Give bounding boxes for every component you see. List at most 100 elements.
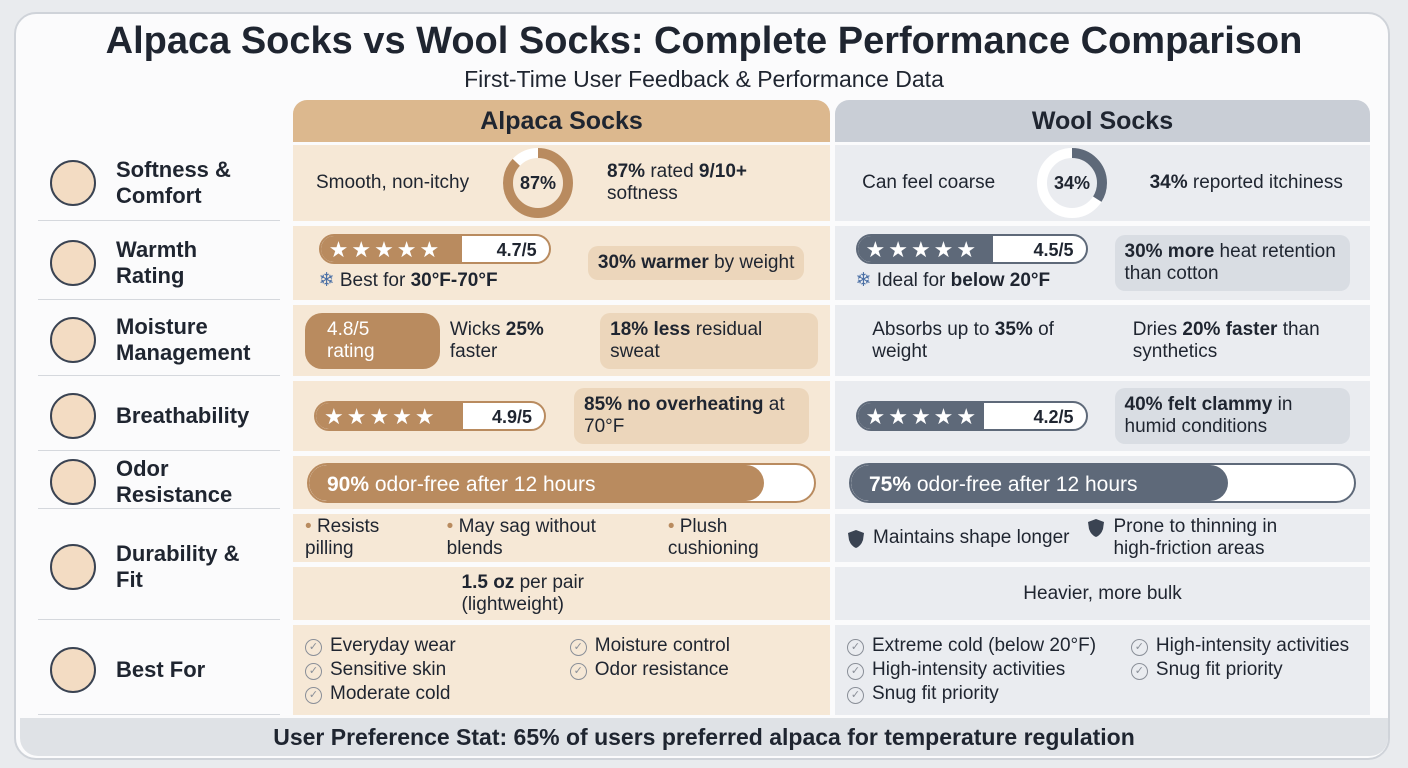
rating: ★★★★★ 4.9/5 (314, 401, 546, 431)
row-label-text: Softness & Comfort (116, 156, 231, 208)
callout: 85% no overheating at 70°F (574, 388, 809, 444)
rating-label: 4.7/5 (496, 240, 537, 260)
cell: 90% odor-free after 12 hours (293, 456, 830, 509)
text-part: 30% warmer (597, 252, 709, 273)
ring: 34% (1037, 148, 1108, 218)
text-part: softness (607, 183, 678, 204)
odor-bar: 75% odor-free after 12 hours (849, 462, 1356, 503)
text-part: Smooth, non-itchy (315, 172, 470, 193)
text-part: 40% felt clammy (1124, 394, 1273, 415)
text-part: 90% (327, 472, 370, 496)
text-part: 18% less (610, 318, 691, 340)
text-part: 85% no overheating (584, 394, 764, 415)
row-icon (50, 646, 96, 693)
icon-shape (50, 646, 96, 693)
text-part: 30% more (1124, 241, 1215, 262)
text: Absorbs up to 35% of weight (872, 319, 1072, 363)
text-part: at 70°F (584, 394, 785, 437)
cell: Absorbs up to 35% of weight Dries 20% fas… (835, 305, 1370, 376)
shield-icon (848, 530, 864, 548)
text-part: Heavier, more bulk (1023, 582, 1182, 604)
text-part: of weight (872, 318, 1054, 362)
text-part: 75% (869, 472, 912, 496)
text-part: 34% (1149, 172, 1188, 193)
check-list: Extreme cold (below 20°F) High-intensity … (847, 635, 1358, 705)
rating-bar: ★★★★★ 4.9/5 (314, 401, 546, 431)
shield-text: Prone to thinning in high-friction areas (1113, 516, 1278, 559)
row-label: Durability & Fit (38, 514, 280, 620)
text-part: 35% (994, 318, 1033, 340)
shield-text: Maintains shape longer (873, 527, 1070, 548)
text: 34% reported itchiness (1150, 172, 1343, 194)
odor-fill (309, 464, 764, 501)
odor-bar: 90% odor-free after 12 hours (307, 462, 816, 503)
text-part: faster (449, 340, 498, 362)
bullet-text: May sag without blends (446, 516, 596, 559)
row-icon (50, 239, 96, 286)
row-icon (50, 543, 96, 590)
check-item: Snug fit priority (847, 683, 1105, 705)
bullet-dot: • (446, 516, 459, 537)
row-label: Warmth Rating (38, 226, 280, 300)
text-part: reported itchiness (1187, 172, 1343, 193)
text-part: 20% faster (1182, 318, 1278, 340)
title: Alpaca Socks vs Wool Socks: Complete Per… (105, 20, 1303, 62)
cell: Maintains shape longer Prone to thinning … (835, 514, 1370, 562)
snow-icon: ❄ (855, 270, 877, 291)
odor-label: 90% odor-free after 12 hours (327, 473, 596, 497)
text-part: odor-free after 12 hours (369, 472, 596, 496)
text: Dries 20% faster than synthetics (1133, 319, 1333, 363)
check-item: High-intensity activities (1131, 635, 1358, 657)
cell: Heavier, more bulk (835, 567, 1370, 620)
text-part: Ideal for (876, 270, 951, 291)
bullet-text: Resists pilling (305, 516, 380, 559)
shield-item: Prone to thinning in high-friction areas (1087, 516, 1317, 560)
icon-shape (50, 543, 96, 590)
ring-arc (503, 148, 574, 218)
icon-shape (50, 317, 96, 363)
row-icon (50, 159, 96, 206)
text-part: below 20°F (950, 270, 1051, 291)
rating-fill (316, 403, 463, 429)
text-part: in humid conditions (1124, 394, 1293, 437)
stars-icons: ★★★★★ (324, 404, 438, 429)
odor-fill (851, 464, 1229, 501)
callout: 40% felt clammy in humid conditions (1114, 388, 1350, 444)
check-item: Everyday wear (305, 635, 544, 657)
stars-icons: ★★★★★ (328, 237, 443, 262)
icon-shape (50, 392, 96, 439)
row-label: Best For (38, 625, 280, 715)
text-part: per pair (lightweight) (461, 571, 585, 615)
text: Wicks 25% faster (450, 319, 590, 363)
text: Heavier, more bulk (1023, 583, 1181, 605)
cell: 75% odor-free after 12 hours (835, 456, 1370, 509)
rating: ★★★★★ 4.2/5 (855, 401, 1088, 431)
cell: Extreme cold (below 20°F) High-intensity … (835, 625, 1370, 715)
rating-note: ❄ Ideal for below 20°F (856, 270, 1088, 292)
ring: 87% (503, 148, 574, 218)
shield (848, 530, 864, 548)
row-label-text: Moisture Management (116, 314, 251, 365)
text-part: 9/10+ (698, 161, 747, 182)
shield-item: Maintains shape longer (847, 527, 1069, 549)
text-part: residual sweat (610, 318, 763, 362)
snow-icon: ❄ (318, 270, 340, 291)
rating-label: 4.5/5 (1033, 240, 1074, 260)
stars-icons: ★★★★★ (865, 237, 980, 262)
rating-bar: ★★★★★ 4.2/5 (855, 401, 1088, 431)
cell: 4.8/5 rating Wicks 25% faster 18% less res… (293, 305, 830, 376)
check-list: Everyday wear Moisture control Sensitive s… (305, 635, 818, 705)
check-item: Odor resistance (570, 659, 818, 681)
rating-pill: 4.8/5 rating (305, 312, 440, 369)
shield-icon (1088, 519, 1105, 537)
text: 87% rated 9/10+ softness (607, 161, 807, 205)
text-part: Best for (339, 270, 411, 291)
check-item: Extreme cold (below 20°F) (847, 635, 1105, 657)
icon-shape (50, 159, 96, 206)
row-label-text: Odor Resistance (116, 456, 233, 507)
ring-arc (1037, 148, 1108, 218)
rating-note: ❄ Best for 30°F-70°F (319, 270, 551, 292)
cell: Everyday wear Moisture control Sensitive s… (293, 625, 830, 715)
cell: ★★★★★ 4.9/5 85% no overheating at 70°F (293, 381, 830, 451)
